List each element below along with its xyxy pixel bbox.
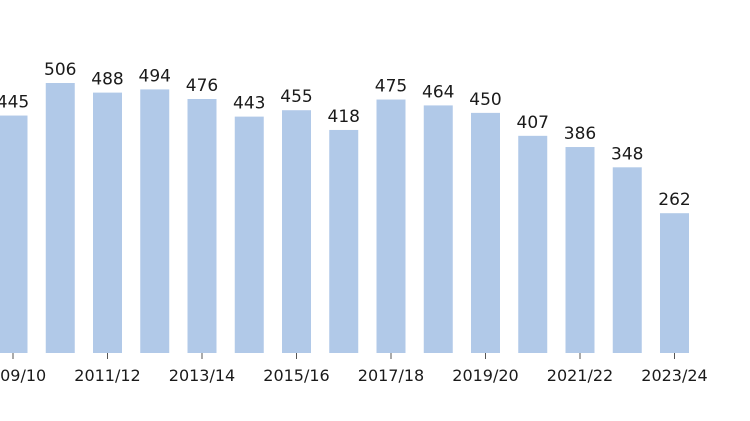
x-tick-label-2017-18: 2017/18 (358, 366, 424, 385)
value-label-2011-12: 488 (91, 70, 123, 90)
value-label-2013-14: 476 (186, 76, 218, 96)
bars-group (0, 83, 689, 354)
value-label-2018-19: 464 (422, 82, 454, 102)
value-label-2019-20: 450 (469, 90, 501, 110)
bar-2011-12 (93, 92, 122, 354)
bar-2018-19 (423, 105, 453, 353)
x-tick-label-2011-12: 2011/12 (74, 366, 140, 385)
x-axis-ticks-group: 2009/10 2011/12 2013/14 2015/16 2017/18 2019/… (0, 353, 708, 385)
value-label-2022-23: 348 (611, 144, 643, 164)
value-label-2016-17: 418 (328, 107, 360, 127)
bar-2017-18 (376, 99, 406, 353)
value-label-2021-22: 386 (564, 124, 596, 144)
bar-2013-14 (187, 99, 217, 353)
x-tick-label-2013-14: 2013/14 (169, 366, 235, 385)
bar-2020-21 (518, 135, 548, 353)
bar-2021-22 (565, 147, 595, 353)
bar-2016-17 (329, 129, 359, 353)
x-tick-label-2021-22: 2021/22 (547, 366, 613, 385)
bar-2019-20 (471, 112, 500, 353)
value-label-2014-15: 443 (233, 94, 265, 114)
value-label-2009-10: 445 (0, 93, 29, 113)
x-tick-label-2019-20: 2019/20 (452, 366, 518, 385)
x-tick-label-2009-10: 2009/10 (0, 366, 46, 385)
value-label-2017-18: 475 (375, 77, 407, 97)
value-label-2012-13: 494 (139, 66, 171, 86)
value-label-2020-21: 407 (517, 113, 549, 133)
value-labels-group: 445 506 488 494 476 443 455 418 475 464 450 407 386 3… (0, 60, 691, 210)
bar-2015-16 (282, 110, 311, 353)
x-tick-label-2023-24: 2023/24 (641, 366, 707, 385)
value-label-2023-24: 262 (658, 190, 690, 210)
bar-2023-24 (660, 213, 689, 353)
bar-2010-11 (45, 83, 75, 353)
x-tick-label-2015-16: 2015/16 (263, 366, 329, 385)
bar-2022-23 (612, 167, 642, 353)
value-label-2015-16: 455 (280, 87, 312, 107)
bar-2012-13 (140, 89, 170, 353)
bar-2014-15 (234, 116, 264, 353)
bar-2009-10 (0, 115, 28, 353)
value-label-2010-11: 506 (44, 60, 76, 80)
